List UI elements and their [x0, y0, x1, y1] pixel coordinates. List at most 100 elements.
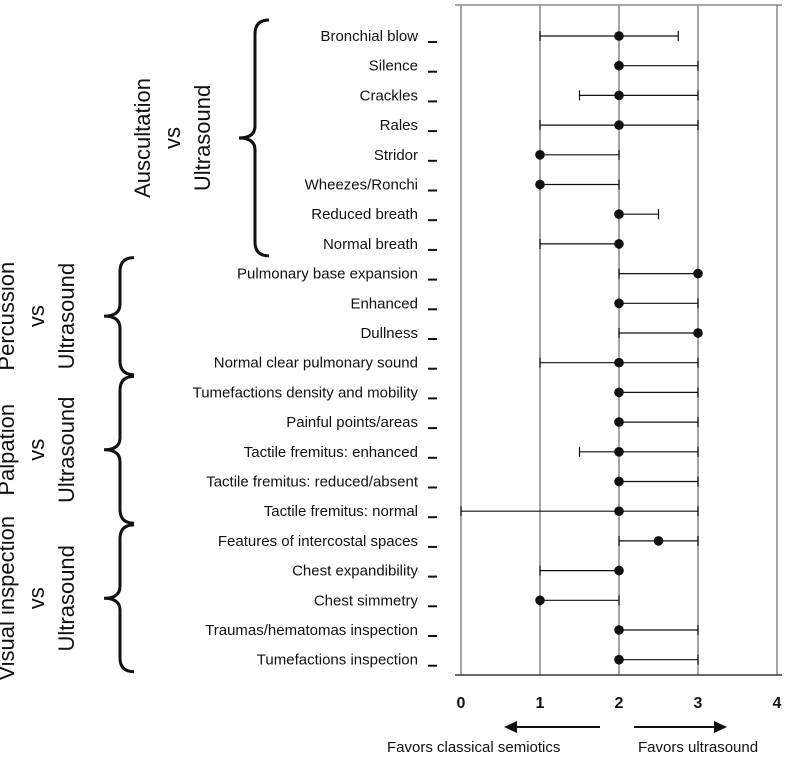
group-label: Percussion vs Ultrasound — [0, 262, 79, 371]
favors-ultrasound-label: Favors ultrasound — [638, 739, 758, 756]
table-row: Tactile fremitus: reduced/absent — [206, 474, 699, 491]
group-label-line: vs — [24, 439, 49, 461]
row-label: Features of intercostal spaces — [218, 533, 418, 550]
row-label: Crackles — [360, 87, 418, 104]
table-row: Painful points/areas — [286, 414, 699, 431]
group-label-line: vs — [24, 587, 49, 609]
point-estimate-dot — [614, 447, 624, 457]
point-estimate-dot — [693, 328, 703, 338]
table-row: Tactile fremitus: normal — [264, 503, 699, 520]
row-label: Tactile fremitus: reduced/absent — [206, 474, 419, 491]
favors-classical-label: Favors classical semiotics — [387, 739, 560, 756]
table-row: Tumefactions inspection — [257, 652, 699, 669]
rows-layer: Bronchial blow Silence Crackles Rales Strido… — [193, 28, 703, 669]
group-brace — [238, 18, 270, 258]
point-estimate-dot — [614, 417, 624, 427]
point-estimate-dot — [614, 506, 624, 516]
point-estimate-dot — [614, 60, 624, 71]
point-estimate-dot — [614, 298, 624, 309]
table-row: Chest simmetry — [314, 592, 620, 609]
point-estimate-dot — [614, 209, 624, 219]
row-label: Pulmonary base expansion — [237, 266, 418, 283]
row-label: Tactile fremitus: normal — [264, 503, 418, 520]
group-label: Palpation vs Ultrasound — [0, 397, 79, 503]
table-row: Normal breath — [323, 236, 624, 253]
x-tick-label: 1 — [536, 695, 545, 712]
table-row: Enhanced — [350, 295, 699, 312]
group-label: Auscultation vs Ultrasound — [130, 78, 215, 198]
table-row: Wheezes/Ronchi — [305, 177, 620, 194]
group-label-line: vs — [24, 305, 49, 327]
point-estimate-dot — [535, 595, 545, 606]
x-tick-label: 4 — [773, 695, 782, 712]
table-row: Reduced breath — [311, 206, 660, 223]
table-row: Rales — [380, 117, 699, 134]
x-tick-label: 3 — [694, 695, 703, 712]
x-tick-label: 2 — [615, 695, 624, 712]
table-row: Traumas/hematomas inspection — [205, 622, 699, 639]
table-row: Crackles — [360, 87, 699, 104]
table-row: Dullness — [360, 325, 703, 342]
point-estimate-dot — [614, 357, 624, 368]
arrow-right-head — [714, 721, 727, 733]
row-label: Rales — [380, 117, 418, 134]
point-estimate-dot — [693, 268, 703, 279]
row-label: Enhanced — [350, 295, 418, 312]
point-estimate-dot — [614, 565, 624, 576]
group-label-line: Ultrasound — [54, 545, 79, 651]
point-estimate-dot — [653, 536, 664, 546]
group-label-line: Palpation — [0, 404, 19, 496]
row-label: Normal breath — [323, 236, 418, 253]
group-brace — [103, 256, 135, 377]
row-label: Chest expandibility — [292, 563, 418, 580]
group-label-line: Ultrasound — [54, 397, 79, 503]
point-estimate-dot — [614, 120, 624, 130]
table-row: Stridor — [374, 147, 620, 164]
point-estimate-dot — [535, 179, 545, 190]
row-label: Painful points/areas — [286, 414, 418, 431]
row-label: Traumas/hematomas inspection — [205, 622, 418, 639]
row-label: Bronchial blow — [320, 28, 418, 45]
x-tick-label: 0 — [457, 695, 466, 712]
row-label: Tactile fremitus: enhanced — [244, 444, 418, 461]
point-estimate-dot — [614, 239, 624, 249]
point-estimate-dot — [535, 150, 545, 160]
footer-layer: Favors classical semiotics Favors ultraso… — [387, 721, 758, 756]
point-estimate-dot — [614, 654, 624, 665]
point-estimate-dot — [614, 625, 624, 635]
table-row: Pulmonary base expansion — [237, 266, 703, 283]
point-estimate-dot — [614, 387, 624, 398]
table-row: Features of intercostal spaces — [218, 533, 699, 550]
row-label: Stridor — [374, 147, 418, 164]
grid-layer — [455, 4, 782, 675]
group-brace — [103, 374, 135, 525]
table-row: Tumefactions density and mobility — [193, 384, 699, 401]
row-label: Reduced breath — [311, 206, 418, 223]
group-label-line: Ultrasound — [190, 85, 215, 191]
row-label: Tumefactions density and mobility — [193, 384, 419, 401]
table-row: Tactile fremitus: enhanced — [244, 444, 699, 461]
row-label: Wheezes/Ronchi — [305, 177, 418, 194]
arrow-left-head — [504, 721, 517, 733]
row-label: Dullness — [360, 325, 418, 342]
axis-layer: 0 1 2 3 4 — [455, 674, 782, 712]
group-label-line: Percussion — [0, 262, 19, 371]
table-row: Chest expandibility — [292, 563, 624, 580]
row-label: Normal clear pulmonary sound — [214, 355, 418, 372]
group-label-line: Ultrasound — [54, 263, 79, 369]
row-label: Silence — [369, 58, 418, 75]
point-estimate-dot — [614, 476, 624, 487]
table-row: Silence — [369, 58, 699, 75]
group-brace — [103, 523, 135, 674]
group-label-line: Visual inspection — [0, 516, 19, 681]
group-label-line: Auscultation — [130, 78, 155, 198]
row-label: Tumefactions inspection — [257, 652, 418, 669]
table-row: Normal clear pulmonary sound — [214, 355, 699, 372]
group-label-line: vs — [160, 127, 185, 149]
point-estimate-dot — [614, 31, 624, 41]
table-row: Bronchial blow — [320, 28, 679, 45]
row-label: Chest simmetry — [314, 592, 419, 609]
group-label: Visual inspection vs Ultrasound — [0, 516, 79, 681]
